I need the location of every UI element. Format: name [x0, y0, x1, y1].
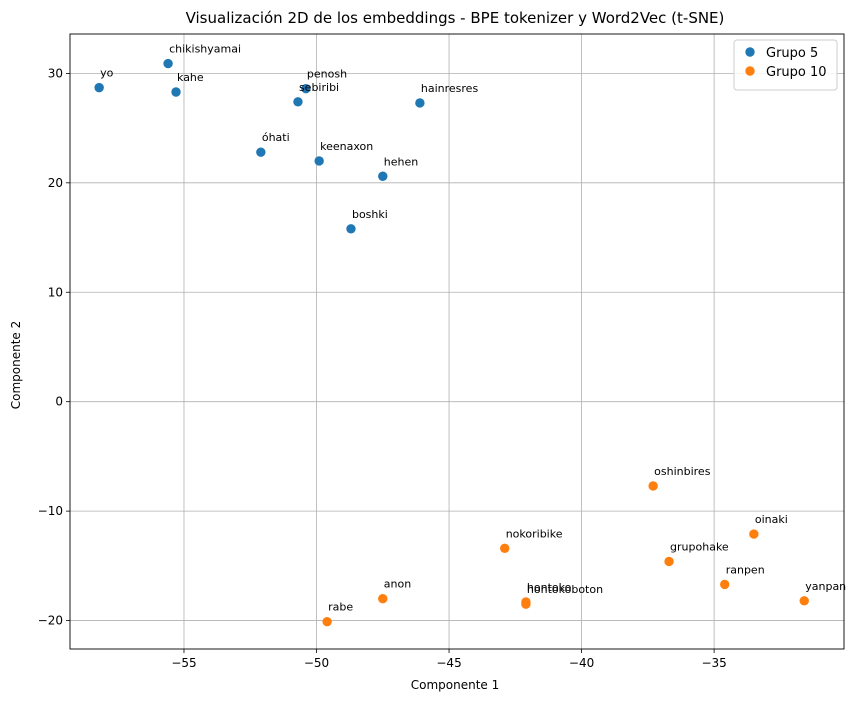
x-tick-label: −45: [436, 656, 461, 670]
point-label: hontokoboton: [527, 583, 603, 596]
point-label: rabe: [328, 601, 353, 614]
data-point: [322, 616, 332, 627]
data-point: [664, 556, 674, 567]
y-tick-label: 20: [48, 176, 63, 190]
x-axis-label: Componente 1: [411, 678, 500, 692]
legend-box: [733, 39, 838, 91]
point-label: yo: [100, 67, 114, 80]
point-label: óhati: [262, 131, 290, 144]
data-point: [720, 579, 730, 590]
chart-title: Visualización 2D de los embeddings - BPE…: [186, 9, 725, 27]
data-point: [749, 529, 759, 539]
y-tick-label: −20: [38, 614, 63, 628]
y-tick-label: 0: [55, 395, 63, 409]
point-label: oinaki: [755, 513, 788, 526]
x-tick-label: −35: [701, 656, 726, 670]
data-point: [163, 58, 173, 69]
data-point: [293, 97, 303, 107]
legend-entry: Grupo 10: [766, 65, 827, 80]
data-point: [415, 98, 425, 108]
y-tick-label: 30: [48, 66, 63, 80]
x-tick-label: −40: [569, 656, 594, 670]
data-point: [799, 596, 809, 606]
y-tick-label: −10: [38, 504, 63, 518]
data-point: [378, 593, 388, 604]
point-label: keenaxon: [320, 140, 373, 153]
data-point: [378, 171, 388, 181]
point-label: boshki: [352, 208, 388, 221]
data-points: [94, 58, 809, 627]
legend-marker: [745, 66, 755, 76]
point-label: oshinbires: [654, 465, 711, 478]
data-point: [648, 481, 658, 491]
grid: [70, 34, 844, 649]
data-point: [256, 147, 266, 157]
point-label: sebiribi: [299, 81, 339, 94]
legend-marker: [745, 47, 755, 57]
point-label: yanpan: [805, 580, 846, 593]
plot-frame: [69, 33, 845, 650]
point-label: hainresres: [421, 82, 479, 95]
point-label: hontoko: [527, 581, 572, 594]
x-tick-label: −50: [304, 656, 329, 670]
data-point: [500, 543, 510, 554]
data-point: [94, 82, 104, 93]
point-label: penosh: [307, 68, 347, 81]
point-label: anon: [384, 578, 411, 591]
legend-entry: Grupo 5: [766, 46, 818, 61]
point-label: ranpen: [726, 563, 765, 576]
point-label: grupohake: [670, 540, 729, 553]
point-label: chikishyamai: [169, 43, 241, 56]
axis-ticks: −55 −50 −45 −40 −35 −20 −10 0 10 20 30: [38, 66, 727, 670]
point-label: hehen: [384, 155, 418, 168]
y-tick-label: 10: [48, 285, 63, 299]
point-label: nokoribike: [506, 527, 563, 540]
data-point: [346, 224, 356, 234]
data-point: [171, 87, 181, 97]
data-point: [301, 84, 311, 94]
data-point: [521, 599, 531, 609]
point-label: kahe: [177, 71, 204, 84]
x-tick-label: −55: [171, 656, 196, 670]
legend: Grupo 5 Grupo 10: [733, 39, 838, 91]
data-point: [314, 156, 324, 166]
y-axis-label: Componente 2: [9, 321, 23, 410]
